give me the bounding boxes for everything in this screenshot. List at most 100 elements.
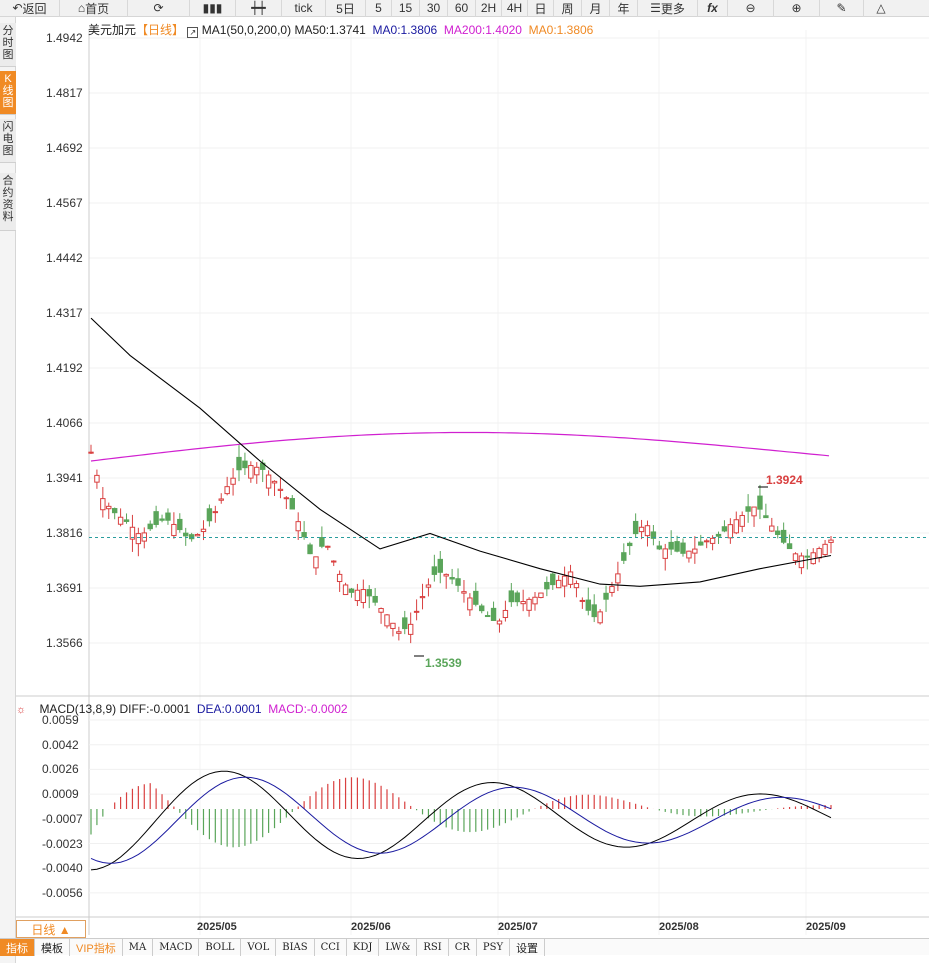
- candlestick: [360, 579, 367, 609]
- period-4h[interactable]: 4H: [502, 0, 528, 17]
- candlestick: [822, 540, 828, 556]
- tick-button[interactable]: tick: [282, 0, 326, 17]
- candlestick: [348, 587, 355, 598]
- triangle-button[interactable]: △: [864, 0, 898, 17]
- candlestick: [662, 543, 668, 571]
- tab-vip-indicators[interactable]: VIP指标: [70, 939, 123, 956]
- period-selector[interactable]: 日线 ▲: [16, 920, 86, 938]
- ma50-label: MA50:1.3741: [294, 23, 366, 37]
- macd-value: MACD:-0.0002: [268, 702, 348, 716]
- y-tick-label: 1.4692: [46, 141, 83, 155]
- candlestick: [218, 493, 224, 504]
- period-30[interactable]: 30: [420, 0, 448, 17]
- candle-button[interactable]: ┿┿: [236, 0, 282, 17]
- candlestick: [206, 504, 213, 527]
- tab-cci[interactable]: CCI: [315, 939, 347, 956]
- formula-button[interactable]: fx: [698, 0, 728, 17]
- tab-cr[interactable]: CR: [449, 939, 477, 956]
- candlestick: [194, 533, 201, 537]
- candlestick: [248, 461, 254, 483]
- candlestick: [177, 513, 183, 533]
- draw-button[interactable]: ✎: [820, 0, 864, 17]
- tab-indicators[interactable]: 指标: [0, 939, 35, 956]
- candlestick: [473, 582, 479, 607]
- macd-dea: DEA:0.0001: [196, 702, 262, 716]
- candlestick: [775, 526, 781, 539]
- tab-settings[interactable]: 设置: [510, 939, 546, 956]
- period-month[interactable]: 月: [582, 0, 610, 17]
- tab-contract-info[interactable]: 合约资料: [0, 173, 16, 231]
- period-year[interactable]: 年: [610, 0, 638, 17]
- candlestick: [467, 593, 473, 616]
- tab-timeshare[interactable]: 分时图: [0, 23, 16, 67]
- period-15[interactable]: 15: [392, 0, 420, 17]
- candlestick: [615, 561, 621, 592]
- candlestick: [668, 530, 674, 556]
- home-button[interactable]: ⌂ 首页: [60, 0, 128, 17]
- settings-icon[interactable]: ☼: [16, 704, 27, 716]
- candlestick: [425, 578, 432, 597]
- candlestick: [638, 519, 645, 540]
- period-2h[interactable]: 2H: [476, 0, 502, 17]
- candlestick: [674, 535, 680, 553]
- home-icon: ⌂: [77, 1, 86, 15]
- triangle-icon: △: [876, 1, 886, 15]
- candlestick: [354, 583, 361, 607]
- period-day[interactable]: 日: [528, 0, 554, 17]
- zoom-out-button[interactable]: ⊖: [728, 0, 774, 17]
- candlestick: [532, 591, 538, 611]
- refresh-button[interactable]: ⟳: [128, 0, 190, 17]
- tab-macd[interactable]: MACD: [153, 939, 200, 956]
- tab-bias[interactable]: BIAS: [276, 939, 315, 956]
- period-60[interactable]: 60: [448, 0, 476, 17]
- candlestick: [739, 511, 745, 533]
- candlestick: [153, 505, 159, 528]
- candlestick: [686, 550, 692, 563]
- zoom-in-button[interactable]: ⊕: [774, 0, 820, 17]
- candlestick-icon: ┿┿: [251, 1, 266, 15]
- period-week[interactable]: 周: [554, 0, 582, 17]
- five-day-button[interactable]: 5日: [326, 0, 366, 17]
- period-5[interactable]: 5: [366, 0, 392, 17]
- tab-vol[interactable]: VOL: [241, 939, 277, 956]
- candlestick: [745, 494, 751, 523]
- candlestick: [609, 581, 615, 597]
- candlestick: [283, 496, 290, 510]
- tab-kdj[interactable]: KDJ: [347, 939, 380, 956]
- tab-flash[interactable]: 闪电图: [0, 119, 16, 163]
- more-button[interactable]: ☰ 更多: [638, 0, 698, 17]
- y-tick-label: 1.4192: [46, 361, 83, 375]
- macd-y-tick-label: 0.0026: [42, 762, 79, 777]
- candlestick: [561, 566, 568, 598]
- tab-kline[interactable]: K线图: [0, 71, 16, 115]
- tab-boll[interactable]: BOLL: [199, 939, 242, 956]
- candlestick: [236, 445, 242, 482]
- menu-icon: ☰: [650, 1, 661, 15]
- date-label-aug: 2025/08: [659, 921, 699, 933]
- ma1-label: MA1(50,0,200,0): [201, 23, 292, 37]
- candlestick: [265, 470, 272, 496]
- candlestick: [544, 576, 550, 597]
- tab-rsi[interactable]: RSI: [417, 939, 449, 956]
- candlestick: [715, 531, 722, 544]
- tab-templates[interactable]: 模板: [35, 939, 70, 956]
- date-label-jul: 2025/07: [498, 921, 538, 933]
- tab-lw[interactable]: LW&: [379, 939, 418, 956]
- candlestick: [271, 480, 278, 496]
- macd-diff-line: [90, 770, 832, 871]
- back-button[interactable]: ↶ 返回: [0, 0, 60, 17]
- tab-psy[interactable]: PSY: [477, 939, 511, 956]
- candlestick: [165, 508, 171, 525]
- candlestick: [402, 610, 408, 635]
- tab-ma[interactable]: MA: [123, 939, 154, 956]
- date-label-sep: 2025/09: [806, 921, 846, 933]
- macd-y-tick-label: 0.0009: [42, 787, 79, 802]
- bar-chart-button[interactable]: ▮▮▮: [190, 0, 236, 17]
- candlestick: [396, 626, 402, 641]
- candlestick: [159, 514, 165, 523]
- candlestick: [656, 540, 663, 551]
- candlestick: [490, 601, 497, 621]
- candlestick: [792, 552, 799, 565]
- candlestick: [828, 535, 834, 554]
